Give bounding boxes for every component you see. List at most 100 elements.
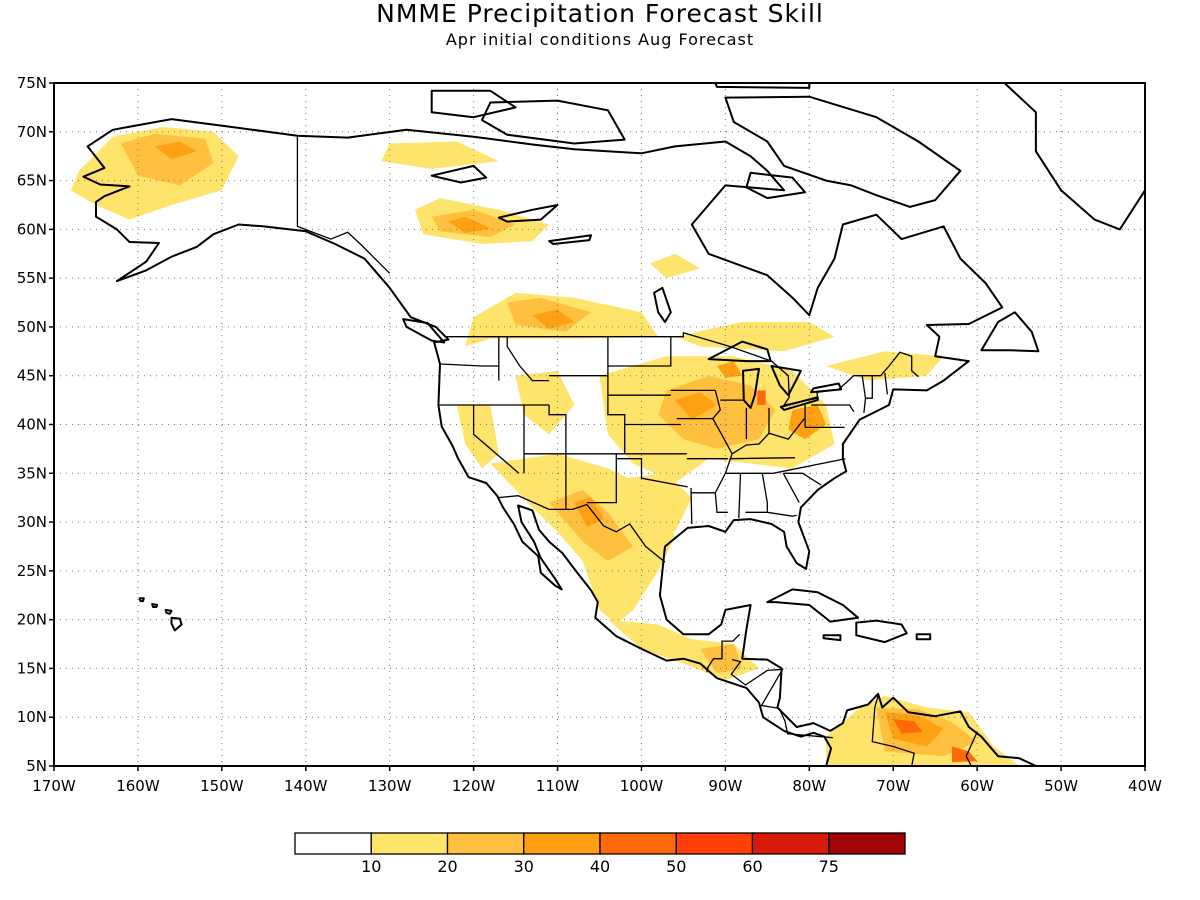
- lat-tick-label: 65N: [17, 172, 47, 190]
- border-alaska-canada: [296, 135, 391, 274]
- lat-tick-label: 60N: [17, 220, 47, 238]
- longitude-axis: 170W 160W 150W 140W 130W 120W 110W 100W 90W 80W 70…: [32, 766, 1162, 795]
- coastline-puerto-rico: [915, 633, 932, 641]
- coastline-cuba: [766, 588, 859, 623]
- lat-tick-label: 5N: [26, 757, 47, 775]
- border-venezuela-guyana: [965, 731, 978, 766]
- skill-region-south-america-core-3: [893, 719, 923, 734]
- border-wy-sd-ne: [607, 336, 626, 454]
- border-pa-ny: [811, 404, 855, 413]
- coastline-jamaica: [822, 634, 842, 642]
- lake-lake-michigan: [742, 367, 760, 409]
- border-ny-new-england: [861, 375, 867, 413]
- political-borders-layer: [296, 135, 978, 766]
- border-nm-tx: [586, 453, 617, 504]
- lake-lake-athabasca: [548, 234, 593, 245]
- skill-region-us-midwest-core-3: [717, 361, 743, 378]
- coastline-hispaniola: [855, 619, 908, 644]
- coastline-north-america-mainland: [82, 118, 1037, 766]
- border-mexico-guatemala: [706, 633, 741, 673]
- border-al-ga: [761, 473, 768, 513]
- colorbar-swatch: [828, 832, 906, 855]
- lake-lake-superior: [707, 340, 772, 363]
- colorbar-swatch: [370, 832, 449, 855]
- colorbar-swatch: [599, 832, 677, 855]
- skill-shading-layer: [70, 126, 1020, 766]
- border-me-nh: [884, 372, 889, 395]
- border-ohio-river: [731, 418, 805, 455]
- lon-tick-label: 140W: [284, 777, 328, 795]
- colorbar-label: 50: [666, 857, 686, 876]
- lat-tick-label: 70N: [17, 123, 47, 141]
- map-title: NMME Precipitation Forecast Skill: [376, 0, 824, 28]
- lake-great-slave-lake: [497, 204, 559, 223]
- skill-region-alaska-core-2: [154, 141, 197, 160]
- lat-tick-label: 50N: [17, 318, 47, 336]
- skill-region-rockies: [515, 370, 575, 435]
- skill-region-yukon-north: [381, 141, 499, 169]
- lake-great-bear-lake: [430, 164, 488, 184]
- lon-tick-label: 90W: [708, 777, 742, 795]
- lon-tick-label: 160W: [116, 777, 160, 795]
- border-ut-wy-co: [548, 405, 567, 510]
- skill-region-prairies-core-2: [532, 309, 575, 329]
- colorbar-swatch: [523, 832, 601, 855]
- border-ca-nv: [472, 405, 520, 474]
- border-va-nc-tn: [725, 458, 846, 474]
- coastline-layer: [82, 83, 1145, 766]
- lon-tick-label: 110W: [536, 777, 580, 795]
- border-colombia-venezuela: [871, 695, 915, 766]
- coastline-hawaii-kauai: [138, 597, 145, 603]
- border-ms-al: [738, 473, 742, 519]
- skill-region-great-lakes-canada: [675, 322, 835, 352]
- lon-tick-label: 120W: [452, 777, 496, 795]
- lon-tick-label: 40W: [1128, 777, 1162, 795]
- lat-tick-label: 40N: [17, 416, 47, 434]
- colorbar-label: 40: [590, 857, 610, 876]
- border-vt-nh-ma: [865, 375, 873, 399]
- coastline-hawaii-oahu: [151, 603, 159, 608]
- colorbar-swatch: [751, 832, 830, 855]
- border-central-america: [730, 658, 833, 739]
- coastline-devon-island: [714, 83, 811, 89]
- skill-region-southern-mexico: [607, 619, 759, 681]
- lon-tick-label: 50W: [1044, 777, 1078, 795]
- skill-region-us-midwest-core-2: [675, 392, 717, 420]
- skill-colorbar: 10 20 30 40 50 60 75: [294, 832, 906, 876]
- lon-tick-label: 170W: [32, 777, 76, 795]
- border-tx-ok: [616, 458, 688, 488]
- coastline-greenland: [1002, 83, 1145, 231]
- lat-tick-label: 75N: [17, 74, 47, 92]
- skill-region-michigan-hotspot: [757, 390, 766, 405]
- lon-tick-label: 80W: [792, 777, 826, 795]
- coastline-victoria-island: [481, 99, 626, 145]
- border-nd-sd-mn: [607, 336, 672, 367]
- coastline-baffin-island: [724, 95, 962, 208]
- lon-tick-label: 150W: [200, 777, 244, 795]
- lat-tick-label: 10N: [17, 708, 47, 726]
- colorbar-swatch: [294, 832, 372, 855]
- border-fl-al-ga: [745, 511, 797, 517]
- lon-tick-label: 60W: [960, 777, 994, 795]
- lat-tick-label: 25N: [17, 562, 47, 580]
- skill-region-southwest-core-1: [549, 489, 634, 562]
- map-subtitle: Apr initial conditions Aug Forecast: [446, 30, 754, 49]
- colorbar-label: 30: [514, 857, 534, 876]
- lon-tick-label: 130W: [368, 777, 412, 795]
- skill-region-hudson-west: [649, 253, 701, 279]
- skill-region-great-basin: [456, 405, 499, 469]
- skill-region-nw-territories-core-2: [448, 216, 491, 234]
- coastline-newfoundland: [980, 311, 1040, 353]
- skill-region-alaska-core-1: [121, 133, 214, 186]
- colorbar-label: 10: [361, 857, 381, 876]
- border-nc-sc: [783, 472, 822, 486]
- border-ga-sc: [782, 472, 800, 503]
- lat-tick-label: 45N: [17, 367, 47, 385]
- lon-tick-label: 100W: [620, 777, 664, 795]
- lat-tick-label: 15N: [17, 659, 47, 677]
- border-ky-tn: [729, 457, 796, 460]
- skill-region-southwest-core-2: [574, 496, 604, 527]
- colorbar-swatch: [675, 832, 754, 855]
- latitude-axis: 5N 10N 15N 20N 25N 30N 35N 40N 45N 50N 55N 60N 65N 70…: [17, 74, 54, 775]
